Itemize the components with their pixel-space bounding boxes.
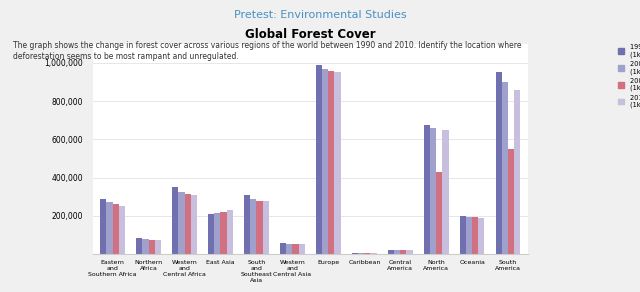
Bar (352, 253, 358, 254)
Bar (214, 213, 221, 254)
Bar (478, 218, 484, 254)
Bar (364, 253, 371, 254)
Bar (430, 128, 436, 254)
Bar (515, 90, 520, 254)
Bar (436, 172, 442, 254)
Bar (424, 125, 430, 254)
Bar (442, 130, 449, 254)
Bar (227, 210, 233, 254)
Text: Pretest: Environmental Studies: Pretest: Environmental Studies (234, 10, 406, 20)
Bar (179, 192, 184, 254)
Bar (358, 253, 364, 254)
Legend: 1990 Value
(1k Ha), 2000 Value
(1k Ha), 2005 Value
(1k Ha), 2010 Value
(1k Ha): 1990 Value (1k Ha), 2000 Value (1k Ha), … (616, 43, 640, 110)
Bar (472, 217, 478, 254)
Bar (323, 69, 328, 254)
Bar (257, 201, 262, 254)
Title: Global Forest Cover: Global Forest Cover (245, 28, 376, 41)
Bar (106, 202, 113, 254)
Bar (143, 239, 148, 254)
Bar (208, 214, 214, 254)
Bar (262, 201, 269, 254)
Bar (496, 72, 502, 254)
Bar (400, 250, 406, 254)
Bar (113, 204, 118, 254)
Bar (184, 194, 191, 254)
Bar (292, 244, 298, 254)
Bar (118, 206, 125, 254)
Bar (155, 240, 161, 254)
Bar (286, 244, 292, 254)
Bar (298, 244, 305, 254)
Bar (502, 82, 508, 254)
Bar (191, 195, 196, 254)
Bar (250, 199, 257, 254)
Bar (100, 199, 106, 254)
Text: The graph shows the change in forest cover across various regions of the world b: The graph shows the change in forest cov… (13, 41, 522, 61)
Bar (371, 253, 376, 254)
Bar (394, 250, 400, 254)
Bar (172, 187, 179, 254)
Bar (335, 72, 340, 254)
Bar (466, 217, 472, 254)
Bar (460, 216, 466, 254)
Bar (328, 71, 335, 254)
Bar (508, 149, 515, 254)
Bar (280, 243, 286, 254)
Bar (136, 238, 143, 254)
Bar (148, 240, 155, 254)
Bar (316, 65, 323, 254)
Bar (406, 250, 413, 254)
Bar (221, 212, 227, 254)
Bar (388, 250, 394, 254)
Bar (244, 195, 250, 254)
